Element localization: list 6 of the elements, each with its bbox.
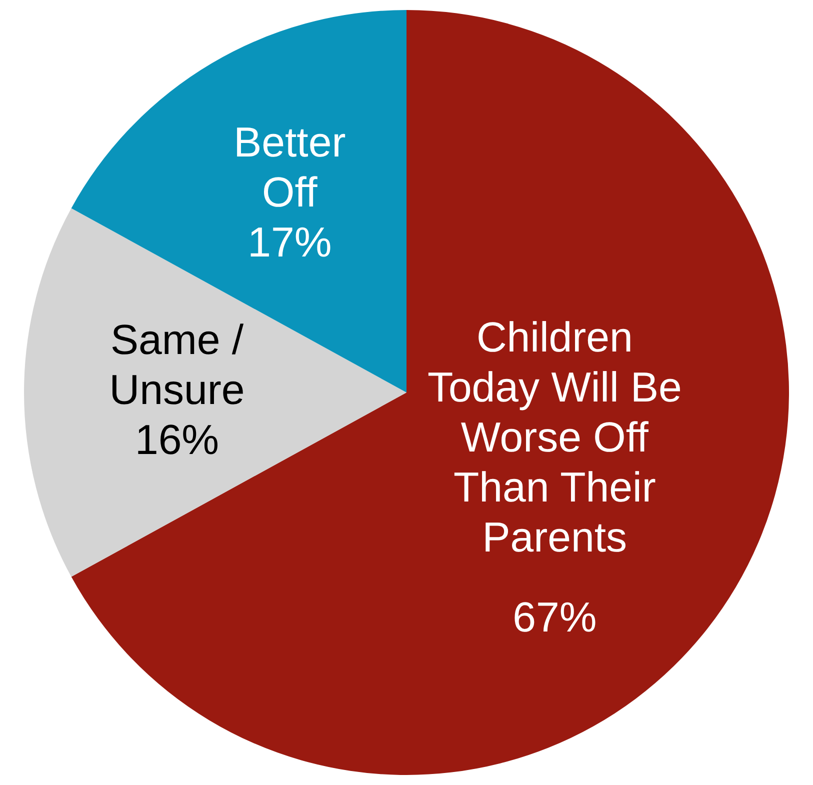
slice-label: Same / Unsure	[109, 316, 245, 414]
data-label: 67%	[512, 594, 597, 641]
data-label: 17%	[248, 218, 332, 266]
data-label: 16%	[134, 416, 220, 464]
slice-label: Better Off	[234, 118, 346, 216]
slice-label: Children Today Will Be Worse Off Than Their Parents	[427, 314, 682, 561]
